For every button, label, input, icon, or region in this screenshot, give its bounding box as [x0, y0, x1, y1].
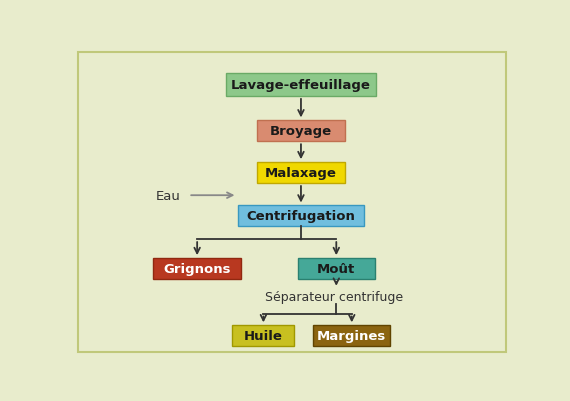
Text: Grignons: Grignons [164, 262, 231, 275]
Text: Malaxage: Malaxage [265, 167, 337, 180]
Text: Margines: Margines [317, 329, 386, 342]
Bar [257, 121, 345, 142]
Bar [153, 258, 241, 279]
Text: Eau: Eau [156, 189, 181, 202]
Text: Centrifugation: Centrifugation [246, 210, 356, 223]
Bar [298, 258, 375, 279]
Bar [257, 163, 345, 184]
Bar [233, 325, 294, 346]
Bar [238, 206, 364, 227]
Text: Lavage-effeuillage: Lavage-effeuillage [231, 79, 371, 92]
Text: Séparateur centrifuge: Séparateur centrifuge [265, 290, 403, 303]
Bar [313, 325, 390, 346]
Text: Broyage: Broyage [270, 125, 332, 138]
Text: Huile: Huile [244, 329, 283, 342]
Bar [226, 74, 376, 97]
Text: Moût: Moût [317, 262, 356, 275]
